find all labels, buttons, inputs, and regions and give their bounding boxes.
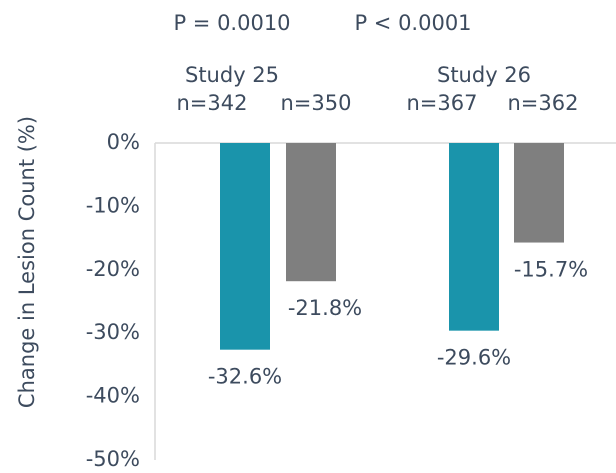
data-label: -21.8% (288, 296, 362, 320)
y-tick-label: -30% (86, 320, 140, 344)
n-label: n=342 (177, 91, 248, 115)
bar (286, 143, 336, 282)
y-tick-label: -10% (86, 193, 140, 217)
category-label: Study 25 (185, 63, 279, 87)
p-value: P = 0.0010 (173, 11, 290, 35)
data-label: -29.6% (437, 346, 511, 370)
category-label: Study 26 (437, 63, 531, 87)
n-label: n=350 (281, 91, 352, 115)
bar (220, 143, 270, 350)
p-value: P < 0.0001 (354, 11, 471, 35)
n-label: n=362 (508, 91, 579, 115)
y-tick-label: 0% (107, 130, 140, 154)
y-tick-label: -20% (86, 257, 140, 281)
y-tick-label: -40% (86, 384, 140, 408)
y-tick-label: -50% (86, 447, 140, 471)
n-label: n=367 (407, 91, 478, 115)
data-label: -15.7% (514, 258, 588, 282)
bar (449, 143, 499, 331)
y-axis-label: Change in Lesion Count (%) (15, 116, 39, 408)
bar (514, 143, 564, 243)
data-label: -32.6% (208, 365, 282, 389)
